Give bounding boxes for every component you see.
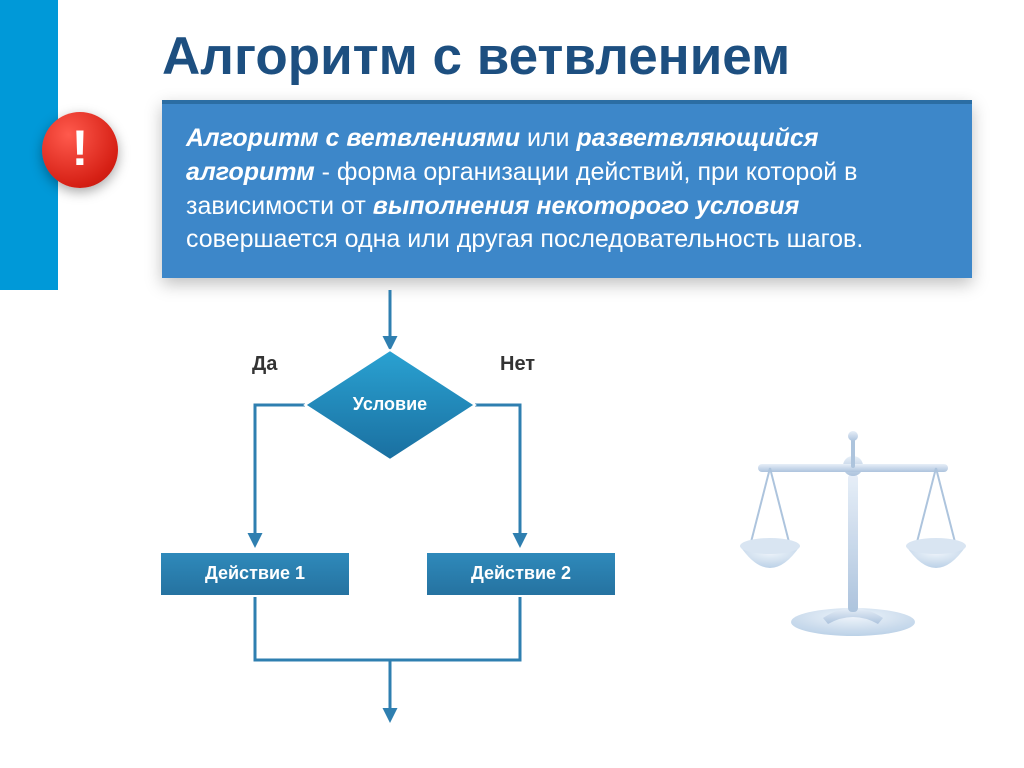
slide-root: Алгоритм с ветвлением ! Алгоритм с ветвл… — [0, 0, 1024, 768]
exclamation-badge: ! — [42, 112, 118, 188]
flow-node-label-action2: Действие 2 — [471, 563, 571, 583]
page-title: Алгоритм с ветвлением — [162, 26, 790, 87]
def-em-3: выполнения некоторого условия — [373, 192, 800, 220]
flow-edge — [255, 596, 520, 660]
branch-label-no: Нет — [500, 353, 535, 375]
flow-edge — [255, 405, 305, 545]
def-em-1: Алгоритм с ветвлениями — [186, 124, 520, 152]
branch-label-yes: Да — [252, 353, 278, 375]
scales-icon — [728, 414, 978, 644]
flow-node-label-action1: Действие 1 — [205, 563, 305, 583]
flow-edge — [475, 405, 520, 545]
definition-box: Алгоритм с ветвлениями или разветвляющий… — [162, 100, 972, 278]
def-txt-3: совершается одна или другая последовател… — [186, 225, 863, 253]
flow-node-label-condition: Условие — [353, 394, 427, 414]
def-txt-1: или — [520, 124, 576, 152]
exclamation-icon: ! — [72, 119, 89, 177]
flowchart: Условие Действие 1 Действие 2 Да Нет — [120, 290, 680, 750]
